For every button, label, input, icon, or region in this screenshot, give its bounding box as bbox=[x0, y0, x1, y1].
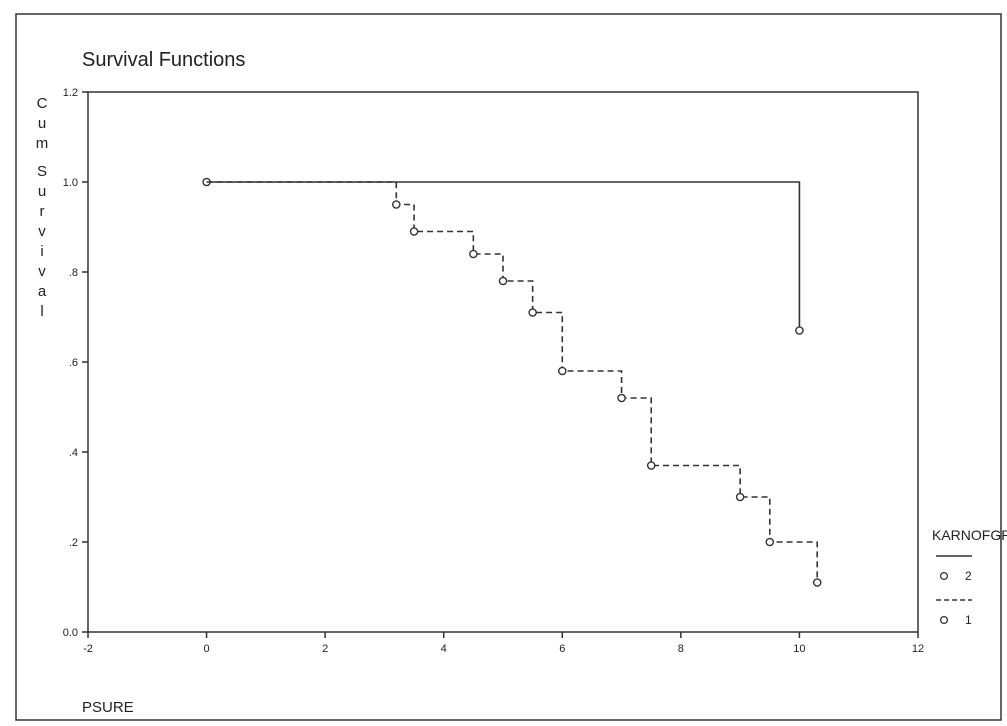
data-point bbox=[498, 276, 508, 286]
y-tick-label: 1.2 bbox=[63, 87, 78, 99]
data-point bbox=[617, 393, 626, 403]
series-line-2 bbox=[206, 181, 819, 583]
y-axis-label-char: S bbox=[37, 163, 47, 180]
data-point bbox=[795, 326, 804, 335]
x-tick-label: -2 bbox=[83, 643, 93, 655]
axes: 0.0 .2 .4 .6 .8 1.0 1.2 -2 0 2 4 6 8 10 12 bbox=[63, 87, 924, 655]
legend: KARNOFGR 2 1 bbox=[932, 527, 1007, 627]
y-axis-label-char: C bbox=[37, 95, 48, 112]
y-axis-label-char: l bbox=[40, 303, 43, 320]
x-tick-label: 6 bbox=[559, 643, 565, 655]
y-axis-label-char: i bbox=[40, 243, 43, 260]
y-tick-label: .4 bbox=[69, 447, 78, 459]
x-tick-label: 10 bbox=[793, 643, 805, 655]
series-layer bbox=[202, 177, 822, 587]
data-point bbox=[812, 578, 822, 587]
data-point bbox=[469, 249, 478, 259]
y-axis-label-char: v bbox=[38, 223, 46, 240]
series-line-1 bbox=[206, 181, 801, 331]
chart-title: Survival Functions bbox=[82, 49, 245, 71]
data-point bbox=[528, 308, 537, 317]
y-tick-label: 1.0 bbox=[63, 177, 78, 189]
y-axis-label-char: u bbox=[38, 115, 46, 132]
legend-marker bbox=[939, 571, 949, 581]
y-tick-label: .2 bbox=[69, 537, 78, 549]
data-point bbox=[765, 537, 775, 547]
x-tick-label: 8 bbox=[678, 643, 684, 655]
data-point bbox=[735, 492, 745, 502]
x-axis-label: PSURE bbox=[82, 699, 134, 716]
y-tick-label: 0.0 bbox=[63, 627, 78, 639]
y-axis-label-char: v bbox=[38, 263, 46, 280]
data-point bbox=[646, 461, 656, 470]
legend-marker bbox=[939, 615, 949, 625]
legend-title: KARNOFGR bbox=[932, 527, 1007, 543]
plot-area-frame bbox=[87, 91, 919, 633]
y-axis-label-char: a bbox=[38, 283, 47, 300]
x-tick-label: 4 bbox=[441, 643, 447, 655]
data-point bbox=[409, 227, 419, 236]
data-point bbox=[391, 200, 401, 209]
legend-label: 2 bbox=[965, 569, 972, 583]
y-axis-label-char: m bbox=[36, 135, 49, 152]
x-tick-label: 12 bbox=[912, 643, 924, 655]
x-tick-label: 0 bbox=[204, 643, 210, 655]
y-tick-label: .6 bbox=[69, 357, 78, 369]
legend-label: 1 bbox=[965, 613, 972, 627]
y-axis-label-char: u bbox=[38, 183, 46, 200]
y-axis-label-char: r bbox=[40, 203, 45, 220]
y-tick-label: .8 bbox=[69, 267, 78, 279]
data-point bbox=[557, 366, 567, 376]
x-tick-label: 2 bbox=[322, 643, 328, 655]
figure-frame bbox=[15, 13, 1002, 721]
